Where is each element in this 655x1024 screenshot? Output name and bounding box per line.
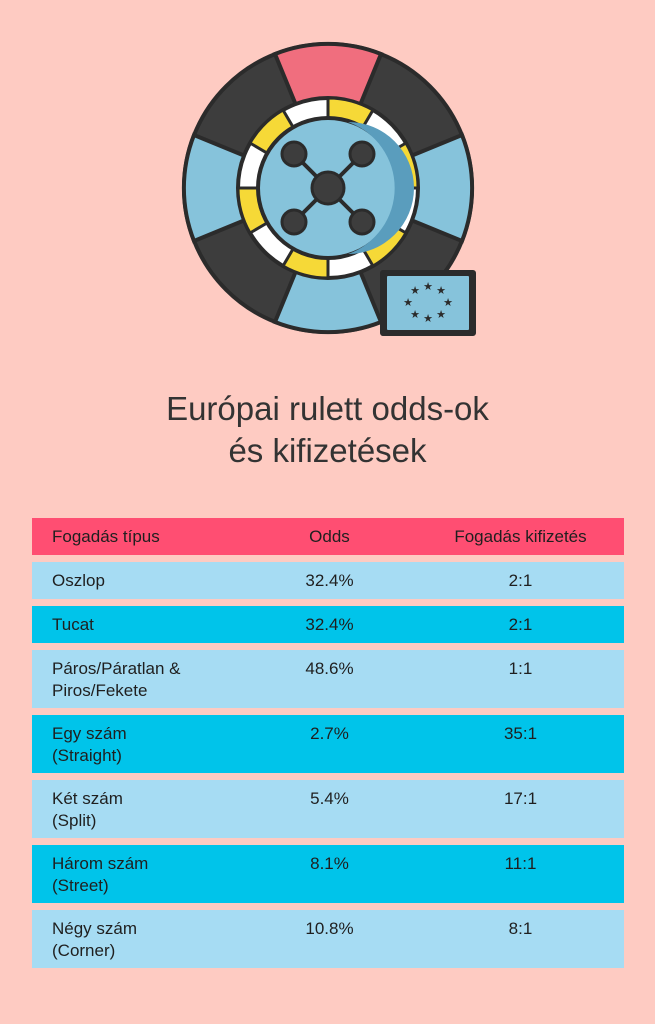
svg-text:★: ★ [436,284,446,297]
table-row: Négy szám (Corner) 10.8% 8:1 [32,910,624,968]
bet-type-cell: Három szám (Street) [32,853,272,897]
payout-cell: 1:1 [508,659,533,678]
bet-type-line-1: Két szám [52,789,123,808]
payout-cell: 2:1 [508,614,533,634]
bet-type-cell: Páros/Páratlan & Piros/Fekete [32,658,272,702]
odds-cell: 8.1% [310,854,349,873]
table-row: Tucat 32.4% 2:1 [32,606,624,643]
payout-cell: 35:1 [503,724,538,743]
header-payout: Fogadás kifizetés [454,526,587,546]
table-row: Három szám (Street) 8.1% 11:1 [32,845,624,903]
bet-type-line-2: (Split) [52,811,97,830]
header-bet-type: Fogadás típus [52,526,160,546]
svg-text:★: ★ [410,284,420,297]
table-row: Oszlop 32.4% 2:1 [32,562,624,599]
table-row: Páros/Páratlan & Piros/Fekete 48.6% 1:1 [32,650,624,708]
svg-text:★: ★ [403,296,413,309]
title-line-2: és kifizetések [228,432,427,469]
svg-text:★: ★ [443,296,453,309]
table-row: Egy szám (Straight) 2.7% 35:1 [32,715,624,773]
eu-flag-icon: ★ ★ ★ ★ ★ ★ ★ ★ [380,270,476,336]
bet-type-line-2: (Straight) [52,746,122,765]
bet-type-line-2: (Corner) [52,941,116,960]
table-header: Fogadás típus Odds Fogadás kifizetés [32,518,624,555]
bet-type-cell: Tucat [52,614,94,634]
payout-cell: 11:1 [504,854,537,873]
svg-text:★: ★ [423,280,433,293]
bet-type-line-2: (Street) [52,876,109,895]
payout-cell: 8:1 [508,919,533,938]
page-title: Európai rulett odds-ok és kifizetések [0,388,655,472]
svg-text:★: ★ [436,308,446,321]
payout-cell: 17:1 [503,789,538,808]
bet-type-line-1: Három szám [52,854,149,873]
odds-table: Fogadás típus Odds Fogadás kifizetés Osz… [32,518,624,975]
bet-type-line-2: Piros/Fekete [52,681,148,700]
bet-type-line-1: Páros/Páratlan & [52,659,181,678]
table-row: Két szám (Split) 5.4% 17:1 [32,780,624,838]
title-line-1: Európai rulett odds-ok [166,390,489,427]
odds-cell: 48.6% [305,659,354,678]
bet-type-cell: Két szám (Split) [32,788,272,832]
svg-text:★: ★ [410,308,420,321]
payout-cell: 2:1 [508,570,533,590]
svg-text:★: ★ [423,312,433,325]
odds-cell: 5.4% [310,789,349,808]
odds-cell: 2.7% [310,724,349,743]
bet-type-cell: Oszlop [52,570,105,590]
bet-type-line-1: Négy szám [52,919,138,938]
roulette-wheel-icon: ★ ★ ★ ★ ★ ★ ★ ★ [181,41,476,336]
odds-cell: 32.4% [305,614,354,634]
header-odds: Odds [309,526,350,546]
odds-cell: 10.8% [305,919,354,938]
bet-type-line-1: Egy szám [52,724,127,743]
bet-type-cell: Négy szám (Corner) [32,918,272,962]
bet-type-cell: Egy szám (Straight) [32,723,272,767]
odds-cell: 32.4% [305,570,354,590]
